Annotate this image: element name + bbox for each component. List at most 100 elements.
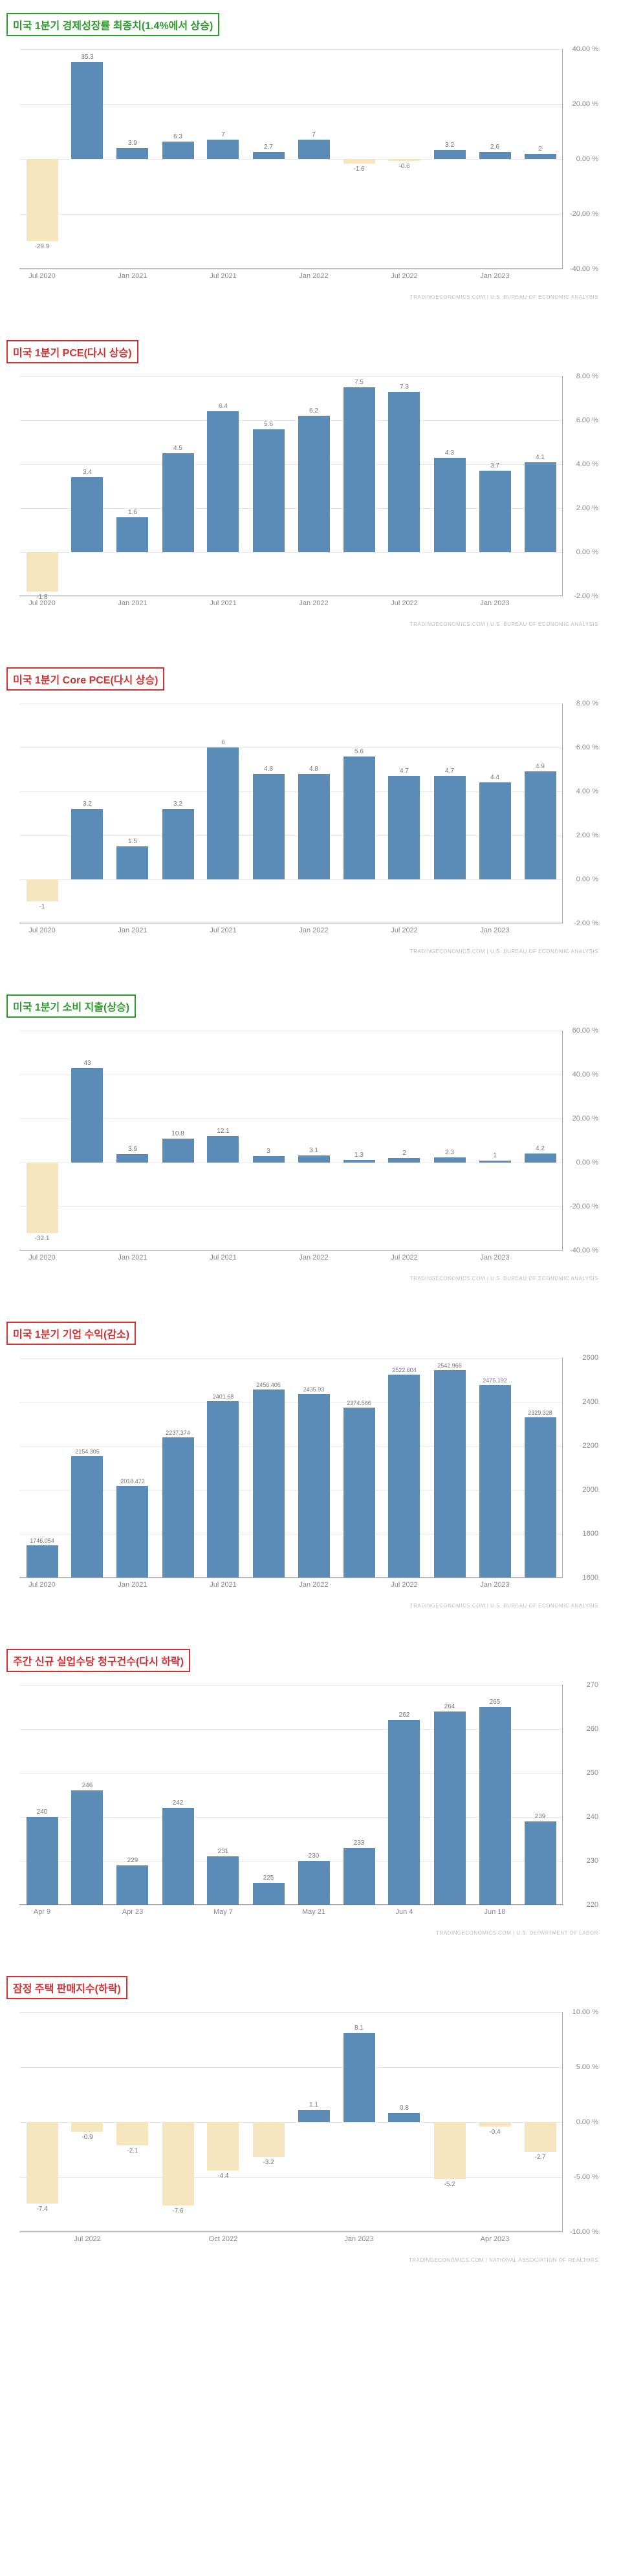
bar-value-label: 2237.374 <box>166 1430 190 1436</box>
y-tick-label: 5.00 % <box>576 2063 598 2071</box>
bar <box>207 1856 239 1905</box>
x-tick-label: Jul 2022 <box>391 272 418 280</box>
bar <box>162 1437 194 1578</box>
gridline <box>19 703 563 704</box>
y-tick-label: 1800 <box>583 1530 598 1538</box>
y-axis-labels: -2.00 %0.00 %2.00 %4.00 %6.00 %8.00 % <box>566 703 602 923</box>
y-tick-label: -20.00 % <box>570 1203 598 1210</box>
bar-value-label: 2 <box>402 1150 406 1157</box>
x-tick-label: Jan 2021 <box>118 1581 147 1589</box>
bar <box>253 1883 285 1905</box>
y-tick-label: -2.00 % <box>574 592 598 600</box>
gridline <box>19 214 563 215</box>
x-tick-label: Jan 2023 <box>344 2235 373 2243</box>
bar <box>388 159 420 161</box>
bar <box>27 552 58 592</box>
chart-title: 주간 신규 실업수당 청구건수(다시 하락) <box>6 1649 190 1672</box>
chart-container: -13.21.53.264.84.85.64.74.74.44.9-2.00 %… <box>6 697 602 956</box>
bar-value-label: 1.5 <box>128 838 137 845</box>
bar <box>479 152 511 159</box>
bar <box>388 1375 420 1578</box>
x-tick-label: Jun 18 <box>484 1908 505 1916</box>
gridline <box>19 420 563 421</box>
bar-value-label: -2.1 <box>127 2147 138 2154</box>
bar-value-label: 3.2 <box>445 142 454 149</box>
bar <box>479 1385 511 1578</box>
y-axis-labels: -10.00 %-5.00 %0.00 %5.00 %10.00 % <box>566 2012 602 2232</box>
bar <box>71 2122 103 2132</box>
y-tick-label: 2000 <box>583 1486 598 1494</box>
bar <box>162 1139 194 1163</box>
y-axis-line <box>562 703 563 923</box>
bar <box>116 1486 148 1578</box>
x-axis-labels: Jul 2020Jan 2021Jul 2021Jan 2022Jul 2022… <box>19 599 563 612</box>
x-tick-label: Jan 2021 <box>118 927 147 934</box>
x-axis-labels: Jul 2020Jan 2021Jul 2021Jan 2022Jul 2022… <box>19 927 563 939</box>
chart-title: 미국 1분기 Core PCE(다시 상승) <box>6 667 164 691</box>
bar <box>253 2122 285 2157</box>
bar-value-label: 43 <box>83 1060 91 1067</box>
chart-title: 미국 1분기 경제성장률 최종치(1.4%에서 상승) <box>6 13 219 36</box>
y-axis-line <box>562 1031 563 1250</box>
y-tick-label: 40.00 % <box>572 1071 598 1079</box>
bar <box>116 1865 148 1905</box>
y-axis-labels: 220230240250260270 <box>566 1685 602 1905</box>
bar-value-label: 225 <box>263 1874 274 1882</box>
bar-value-label: 7.3 <box>400 383 409 391</box>
bar <box>71 477 103 552</box>
x-axis-labels: Jul 2020Jan 2021Jul 2021Jan 2022Jul 2022… <box>19 1254 563 1267</box>
x-tick-label: Jan 2023 <box>480 1581 509 1589</box>
x-tick-label: Jan 2022 <box>299 1254 328 1261</box>
bar-value-label: 230 <box>309 1852 320 1860</box>
bar-value-label: 6.3 <box>173 133 182 140</box>
bar-value-label: 10.8 <box>171 1130 184 1137</box>
y-tick-label: 0.00 % <box>576 2118 598 2126</box>
y-axis-labels: -40.00 %-20.00 %0.00 %20.00 %40.00 % <box>566 49 602 269</box>
y-tick-label: 220 <box>587 1901 598 1909</box>
bar-value-label: 6 <box>221 739 225 746</box>
gridline <box>19 49 563 50</box>
bar-value-label: -29.9 <box>35 243 50 250</box>
bar-value-label: 3.2 <box>83 800 92 808</box>
chart-source: TRADINGECONOMICS.COM | U.S. BUREAU OF EC… <box>410 1603 598 1609</box>
bar-value-label: 4.8 <box>264 766 273 773</box>
y-axis-labels: 160018002000220024002600 <box>566 1358 602 1578</box>
bar <box>434 150 466 159</box>
y-tick-label: 2.00 % <box>576 504 598 512</box>
x-axis-labels: Jul 2020Jan 2021Jul 2021Jan 2022Jul 2022… <box>19 1581 563 1594</box>
y-tick-label: 2400 <box>583 1398 598 1406</box>
bar-value-label: 246 <box>82 1782 93 1789</box>
x-tick-label: Jul 2021 <box>210 272 237 280</box>
bar-value-label: 3 <box>267 1148 270 1155</box>
x-tick-label: Jan 2021 <box>118 1254 147 1261</box>
x-tick-label: Jul 2021 <box>210 1581 237 1589</box>
chart-title: 미국 1분기 PCE(다시 상승) <box>6 340 138 363</box>
bar <box>253 429 285 552</box>
bar <box>71 1068 103 1163</box>
bar <box>525 1417 556 1578</box>
bar <box>479 1161 511 1163</box>
gridline <box>19 464 563 465</box>
x-tick-label: Jul 2022 <box>391 599 418 607</box>
bar-value-label: 7 <box>312 131 316 138</box>
bar-value-label: 1746.054 <box>30 1538 54 1544</box>
chart-block: 미국 1분기 기업 수익(감소)1746.0542154.3052018.472… <box>6 1322 615 1610</box>
bar <box>71 1790 103 1905</box>
y-tick-label: 6.00 % <box>576 416 598 424</box>
bar <box>116 1154 148 1163</box>
gridline <box>19 879 563 880</box>
bar <box>27 159 58 241</box>
x-tick-label: Oct 2022 <box>209 2235 238 2243</box>
plot-area: 1746.0542154.3052018.4722237.3742401.682… <box>19 1358 563 1578</box>
bar-value-label: -1.6 <box>353 166 364 173</box>
chart-title: 미국 1분기 소비 지출(상승) <box>6 994 136 1018</box>
bar <box>525 2122 556 2152</box>
bar <box>343 1160 375 1163</box>
bar <box>343 387 375 552</box>
bar-value-label: 3.1 <box>309 1147 318 1154</box>
bar-value-label: -0.9 <box>82 2134 93 2141</box>
bar <box>27 2122 58 2204</box>
y-tick-label: 250 <box>587 1769 598 1777</box>
x-axis-line <box>19 2231 563 2232</box>
gridline <box>19 376 563 377</box>
